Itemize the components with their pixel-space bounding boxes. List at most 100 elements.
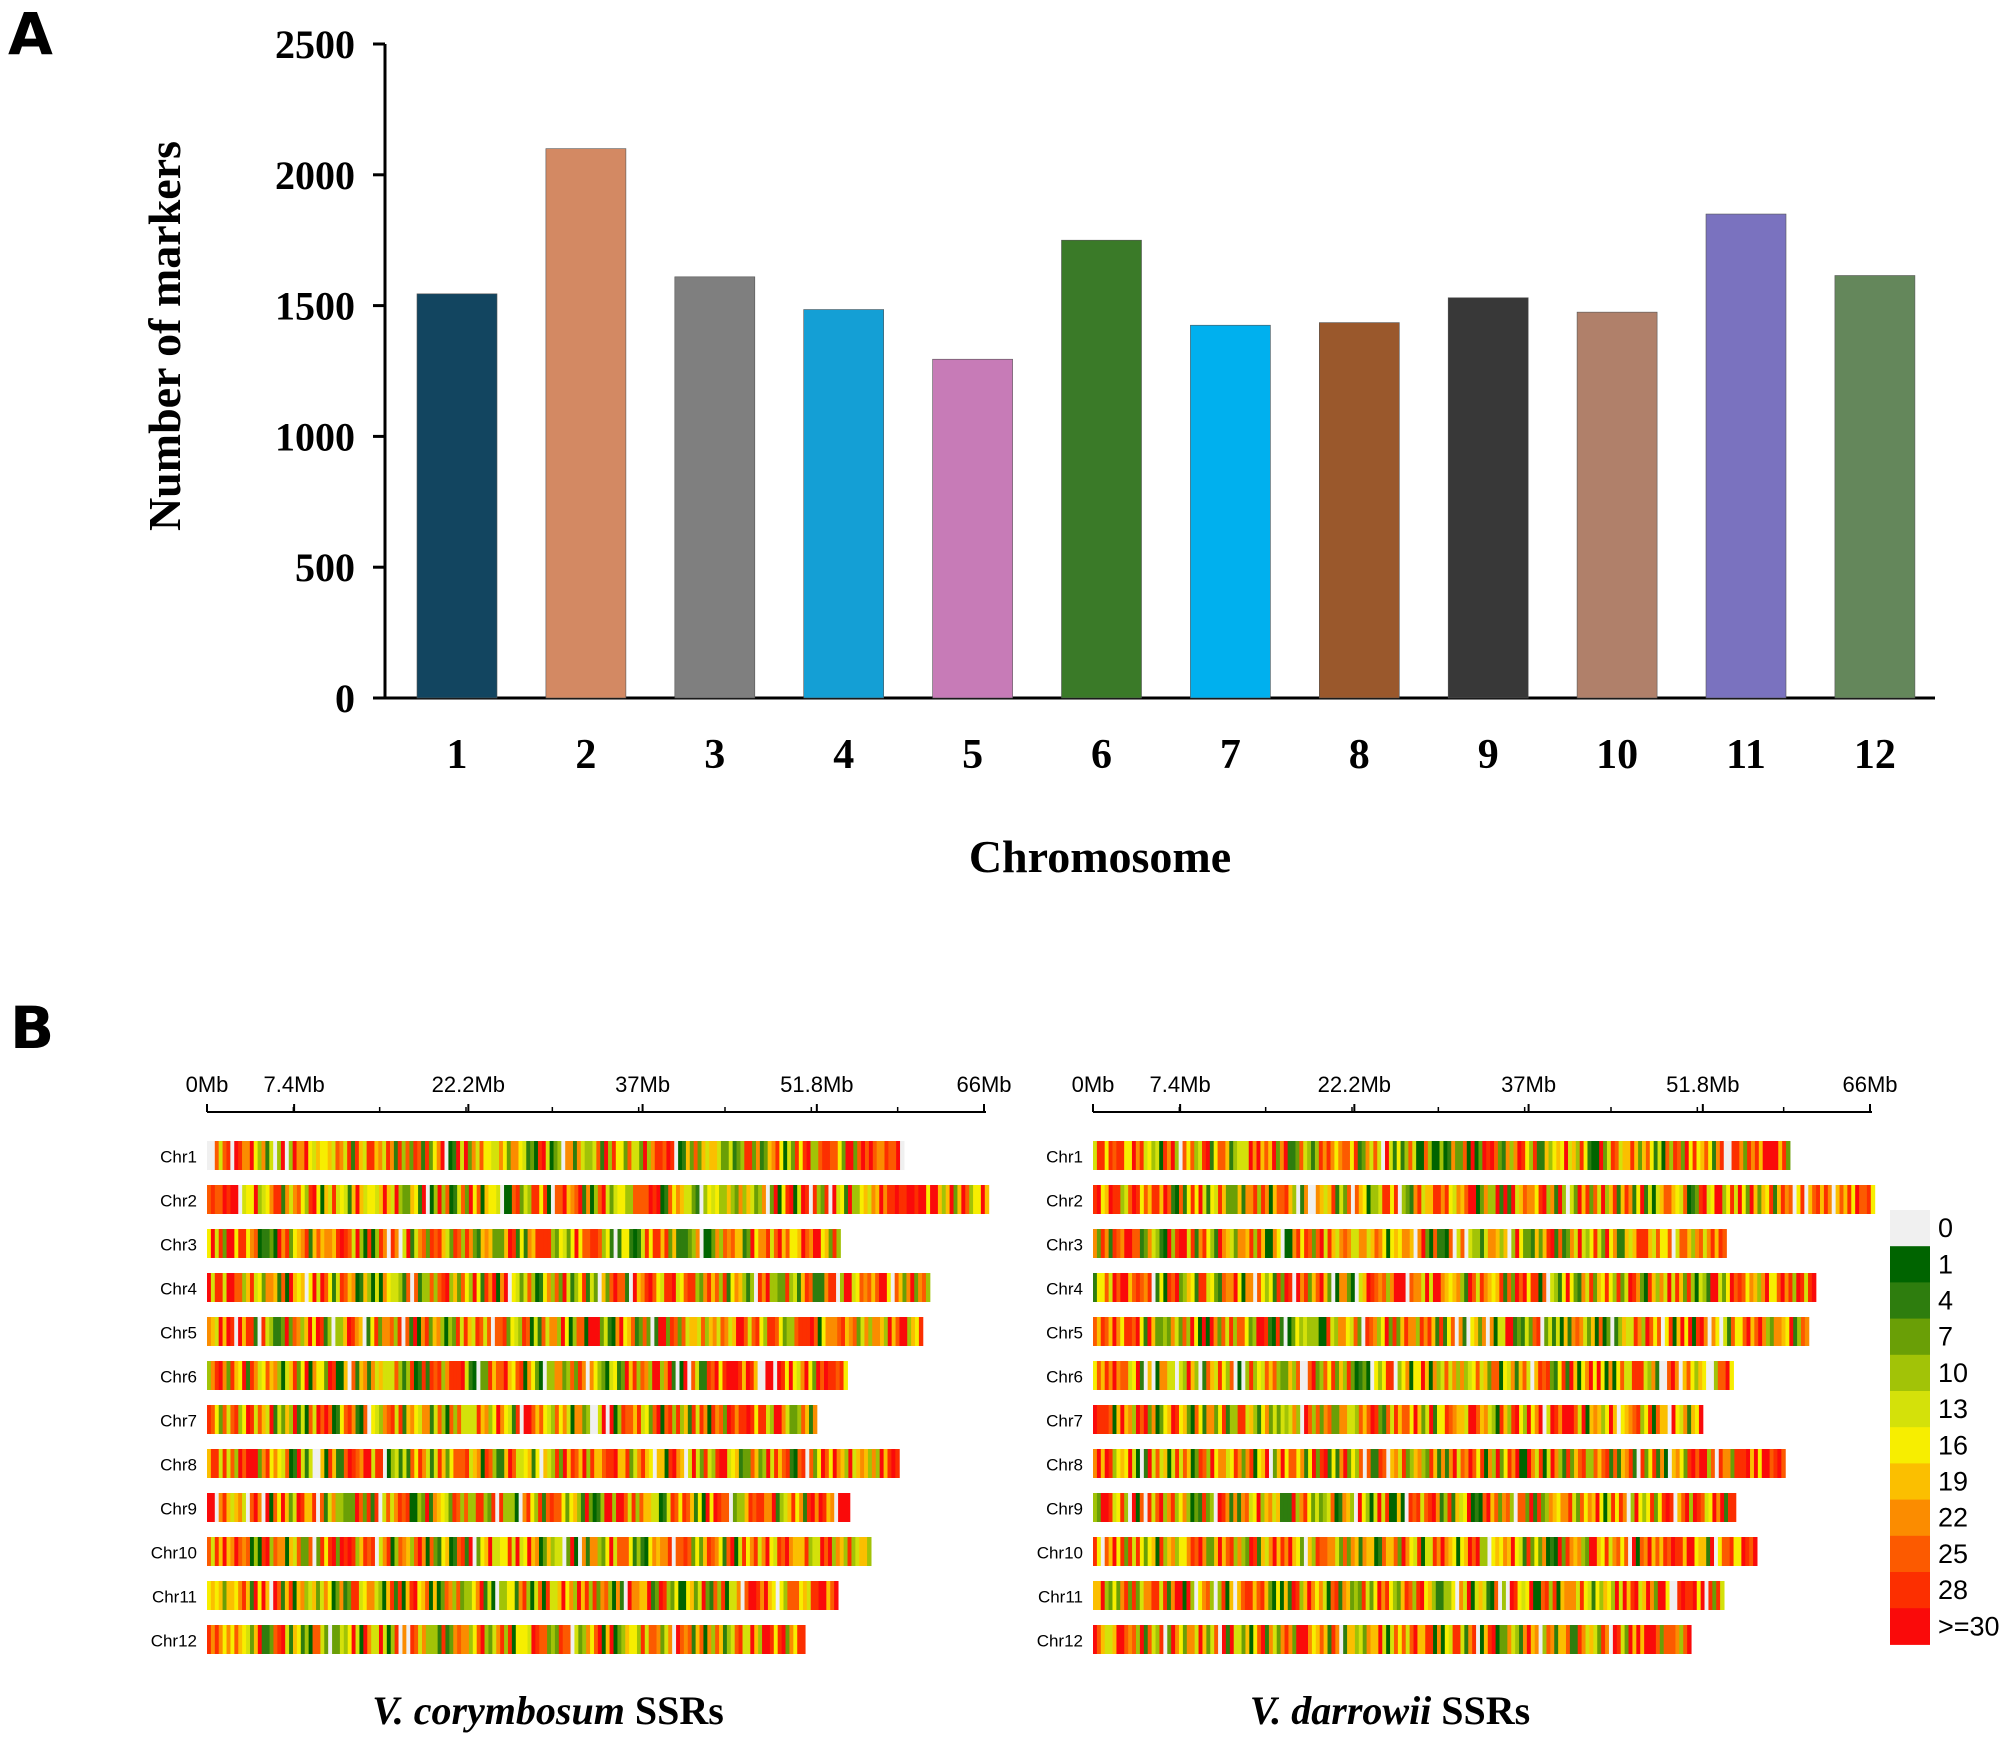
- density-cell: [1392, 1317, 1397, 1346]
- density-cell: [363, 1449, 368, 1478]
- density-cell: [296, 1141, 301, 1170]
- density-cell: [371, 1229, 376, 1258]
- density-cell: [1433, 1625, 1438, 1654]
- density-cell: [230, 1581, 235, 1610]
- density-cell: [1686, 1273, 1692, 1302]
- density-cell: [222, 1537, 228, 1566]
- density-cell: [679, 1625, 685, 1654]
- density-cell: [570, 1537, 575, 1566]
- density-cell: [658, 1493, 664, 1522]
- density-cell: [437, 1229, 443, 1258]
- density-cell: [660, 1537, 665, 1566]
- density-cell: [1511, 1625, 1516, 1654]
- density-cell: [828, 1229, 834, 1258]
- density-cell: [1503, 1449, 1509, 1478]
- density-cell: [1323, 1229, 1329, 1258]
- density-cell: [1651, 1185, 1657, 1214]
- density-cell: [789, 1449, 795, 1478]
- density-cell: [491, 1493, 496, 1522]
- density-cell: [883, 1449, 888, 1478]
- chromosome-label: Chr2: [160, 1192, 197, 1211]
- density-cell: [1096, 1537, 1102, 1566]
- density-cell: [619, 1581, 625, 1610]
- density-cell: [1565, 1185, 1571, 1214]
- density-cell: [714, 1537, 720, 1566]
- density-cell: [1630, 1493, 1636, 1522]
- density-cell: [218, 1493, 224, 1522]
- legend-swatch: [1890, 1282, 1930, 1320]
- density-cell: [829, 1317, 834, 1346]
- density-cell: [1233, 1141, 1238, 1170]
- density-cell: [347, 1493, 352, 1522]
- density-cell: [363, 1273, 368, 1302]
- density-cell: [389, 1317, 395, 1346]
- density-cell: [1440, 1229, 1446, 1258]
- density-cell: [1758, 1141, 1764, 1170]
- density-cell: [596, 1317, 601, 1346]
- density-cell: [629, 1405, 634, 1434]
- density-cell: [406, 1537, 411, 1566]
- density-cell: [1319, 1537, 1324, 1566]
- density-cell: [449, 1361, 454, 1390]
- density-cell: [1319, 1361, 1324, 1390]
- density-cell: [1346, 1361, 1352, 1390]
- density-cell: [1303, 1581, 1308, 1610]
- density-cell: [1401, 1185, 1407, 1214]
- density-cell: [683, 1185, 689, 1214]
- density-cell: [1128, 1493, 1133, 1522]
- density-cell: [480, 1361, 485, 1390]
- density-cell: [1647, 1273, 1653, 1302]
- density-cell: [788, 1537, 794, 1566]
- density-cell: [719, 1405, 724, 1434]
- density-cell: [1624, 1449, 1630, 1478]
- density-cell: [1108, 1405, 1114, 1434]
- density-cell: [1548, 1317, 1553, 1346]
- density-cell: [292, 1185, 298, 1214]
- density-cell: [1268, 1273, 1274, 1302]
- density-cell: [667, 1537, 673, 1566]
- density-cell: [1366, 1361, 1371, 1390]
- density-cell: [742, 1625, 747, 1654]
- density-cell: [1488, 1449, 1493, 1478]
- density-cell: [508, 1229, 513, 1258]
- density-cell: [207, 1141, 212, 1170]
- density-cell: [1421, 1361, 1426, 1390]
- density-cell: [1626, 1141, 1631, 1170]
- density-cell: [631, 1581, 636, 1610]
- density-cell: [250, 1405, 255, 1434]
- density-cell: [554, 1361, 559, 1390]
- density-cell: [1673, 1493, 1678, 1522]
- density-cell: [1276, 1581, 1281, 1610]
- density-cell: [269, 1625, 274, 1654]
- density-cell: [601, 1273, 607, 1302]
- density-cell: [1514, 1537, 1520, 1566]
- density-cell: [1552, 1317, 1557, 1346]
- density-cell: [476, 1185, 482, 1214]
- density-cell: [1233, 1273, 1239, 1302]
- density-cell: [1628, 1449, 1634, 1478]
- density-cell: [226, 1581, 231, 1610]
- density-cell: [362, 1317, 367, 1346]
- density-cell: [775, 1493, 781, 1522]
- density-cell: [791, 1493, 796, 1522]
- density-cell: [277, 1273, 282, 1302]
- density-cell: [566, 1361, 571, 1390]
- density-cell: [794, 1141, 800, 1170]
- density-cell: [707, 1185, 712, 1214]
- density-cell: [545, 1317, 550, 1346]
- density-cell: [1704, 1141, 1709, 1170]
- density-cell: [1762, 1141, 1768, 1170]
- density-cell: [465, 1229, 470, 1258]
- density-cell: [1534, 1625, 1540, 1654]
- density-cell: [1591, 1493, 1597, 1522]
- density-cell: [1264, 1273, 1270, 1302]
- density-cell: [820, 1185, 826, 1214]
- density-cell: [705, 1581, 710, 1610]
- density-cell: [767, 1141, 773, 1170]
- density-cell: [550, 1273, 556, 1302]
- density-cell: [242, 1273, 247, 1302]
- density-cell: [1396, 1581, 1402, 1610]
- density-cell: [1645, 1141, 1651, 1170]
- density-cell: [1435, 1317, 1440, 1346]
- density-cell: [1249, 1449, 1254, 1478]
